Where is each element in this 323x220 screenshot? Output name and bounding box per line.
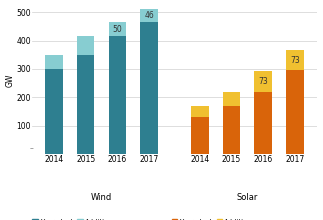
Bar [255, 92, 272, 154]
Bar [255, 71, 272, 92]
Legend: Year start, Addition: Year start, Addition [172, 219, 253, 220]
Bar [140, 22, 158, 154]
Bar [223, 106, 240, 154]
Y-axis label: GW: GW [6, 74, 15, 87]
Text: –: – [30, 144, 34, 153]
Bar [140, 9, 158, 22]
Text: 50: 50 [112, 25, 122, 34]
Text: Solar: Solar [237, 193, 258, 202]
Text: Wind: Wind [91, 193, 112, 202]
Bar [45, 69, 63, 154]
Text: 73: 73 [290, 55, 300, 64]
Text: 46: 46 [144, 11, 154, 20]
Bar [191, 106, 209, 117]
Bar [77, 55, 94, 154]
Text: 73: 73 [258, 77, 268, 86]
Bar [45, 55, 63, 69]
Bar [109, 22, 126, 36]
Bar [191, 117, 209, 154]
Bar [109, 36, 126, 154]
Bar [77, 36, 94, 55]
Bar [286, 50, 304, 70]
Bar [223, 92, 240, 106]
Bar [286, 70, 304, 154]
